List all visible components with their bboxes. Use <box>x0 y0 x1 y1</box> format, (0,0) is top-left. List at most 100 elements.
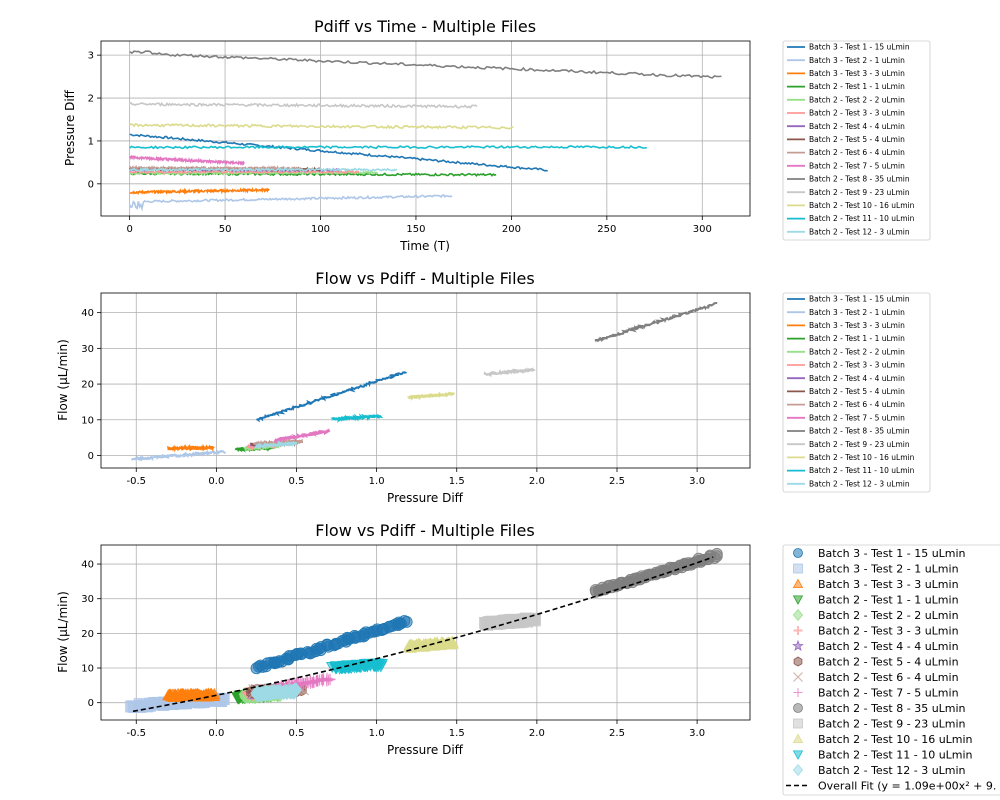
series-line <box>129 144 648 150</box>
legend-label: Batch 2 - Test 10 - 16 uLmin <box>809 201 915 210</box>
legend-label: Batch 2 - Test 9 - 23 uLmin <box>809 188 910 197</box>
x-tick-label: 50 <box>219 224 232 235</box>
series-line <box>128 193 453 212</box>
legend-swatch <box>792 750 804 760</box>
x-tick-label: 1.5 <box>449 476 465 487</box>
x-tick-label: 2.0 <box>529 476 545 487</box>
x-axis-label: Pressure Diff <box>387 743 464 757</box>
axis-ticks: -0.5 0.0 0.5 1.0 1.5 2.0 2.5 3.0 0 10 20 30 40 <box>81 560 705 739</box>
legend-label: Batch 2 - Test 6 - 4 uLmin <box>809 400 905 409</box>
y-tick-label: 10 <box>81 415 94 426</box>
series-line <box>273 428 331 443</box>
legend-label: Batch 2 - Test 5 - 4 uLmin <box>809 135 905 144</box>
legend-label: Batch 2 - Test 3 - 3 uLmin <box>809 361 905 370</box>
legend-label: Batch 2 - Test 6 - 4 uLmin <box>809 148 905 157</box>
legend-swatch <box>793 548 803 558</box>
y-tick-label: 2 <box>88 94 94 105</box>
legend-swatch <box>792 763 804 777</box>
series-line <box>330 413 384 424</box>
x-tick-label: 2.5 <box>609 728 625 739</box>
legend-label: Batch 2 - Test 8 - 35 uLmin <box>809 427 910 436</box>
x-tick-label: 2.5 <box>609 476 625 487</box>
data-point <box>400 615 413 628</box>
x-tick-label: 300 <box>693 224 712 235</box>
chart-title: Pdiff vs Time - Multiple Files <box>314 17 536 36</box>
series-line <box>129 186 270 196</box>
x-tick-label: 3.0 <box>689 728 705 739</box>
y-tick-label: 20 <box>81 380 94 391</box>
legend-label: Batch 2 - Test 11 - 10 uLmin <box>809 466 915 475</box>
y-axis-label: Flow (µL/min) <box>56 591 70 673</box>
legend-label: Batch 2 - Test 5 - 4 uLmin <box>818 656 959 669</box>
legend-label: Batch 3 - Test 1 - 15 uLmin <box>818 547 966 560</box>
legend-label: Batch 2 - Test 1 - 1 uLmin <box>809 82 905 91</box>
x-tick-label: 0 <box>126 224 132 235</box>
legend-swatch <box>792 595 804 605</box>
data-point <box>446 637 459 649</box>
legend: Batch 3 - Test 1 - 15 uLmin Batch 3 - Tes… <box>782 40 931 241</box>
legend-label: Overall Fit (y = 1.09e+00x² + 9. <box>818 780 996 793</box>
y-tick-label: 1 <box>88 136 94 147</box>
x-tick-label: 200 <box>502 224 521 235</box>
legend-label: Batch 2 - Test 4 - 4 uLmin <box>809 374 905 383</box>
legend-label: Batch 2 - Test 2 - 2 uLmin <box>809 347 905 356</box>
x-tick-label: -0.5 <box>126 476 146 487</box>
legend-swatch <box>792 608 804 622</box>
chart-flow-vs-pdiff-scatter: Flow vs Pdiff - Multiple Files -0.5 0.0 0.… <box>56 521 1000 796</box>
legend-swatch <box>792 639 804 651</box>
data-point <box>324 674 336 686</box>
series-line <box>254 440 298 451</box>
x-axis-label: Time (T) <box>399 239 450 253</box>
legend-swatch <box>793 563 803 574</box>
series-marks <box>131 302 718 462</box>
legend-label: Batch 2 - Test 5 - 4 uLmin <box>809 387 905 396</box>
legend-label: Batch 2 - Test 1 - 1 uLmin <box>809 334 905 343</box>
grid-lines <box>101 293 750 468</box>
legend-swatch <box>793 688 803 697</box>
series-line <box>255 371 408 423</box>
chart-title: Flow vs Pdiff - Multiple Files <box>315 521 534 540</box>
series-line <box>129 171 497 178</box>
y-tick-label: 3 <box>88 51 94 62</box>
legend-label: Batch 2 - Test 9 - 23 uLmin <box>809 440 910 449</box>
legend-label: Batch 3 - Test 2 - 1 uLmin <box>809 308 905 317</box>
legend-label: Batch 2 - Test 6 - 4 uLmin <box>818 671 959 684</box>
x-tick-label: 100 <box>311 224 330 235</box>
legend-label: Batch 3 - Test 2 - 1 uLmin <box>818 563 959 576</box>
x-tick-label: 1.5 <box>449 728 465 739</box>
legend-label: Batch 3 - Test 3 - 3 uLmin <box>818 578 959 591</box>
legend-label: Batch 2 - Test 10 - 16 uLmin <box>818 733 973 746</box>
legend-swatch <box>793 672 803 682</box>
y-tick-label: 30 <box>81 344 94 355</box>
legend-label: Batch 3 - Test 3 - 3 uLmin <box>809 321 905 330</box>
legend-label: Batch 2 - Test 8 - 35 uLmin <box>818 702 966 715</box>
legend-label: Batch 3 - Test 2 - 1 uLmin <box>809 56 905 65</box>
legend-frame <box>782 40 931 241</box>
axis-ticks: -0.5 0.0 0.5 1.0 1.5 2.0 2.5 3.0 0 10 20 30 40 <box>81 308 705 487</box>
legend-label: Batch 3 - Test 1 - 15 uLmin <box>809 43 910 52</box>
series-line <box>131 449 226 462</box>
series-line <box>129 50 722 79</box>
y-tick-label: 0 <box>88 451 94 462</box>
legend-swatch <box>792 578 804 588</box>
legend-label: Batch 2 - Test 9 - 23 uLmin <box>818 718 966 731</box>
y-tick-label: 40 <box>81 560 94 571</box>
y-axis-label: Flow (µL/min) <box>56 339 70 421</box>
x-tick-label: 1.0 <box>369 476 385 487</box>
y-tick-label: 0 <box>88 698 94 709</box>
legend-label: Batch 2 - Test 7 - 5 uLmin <box>809 161 905 170</box>
series-marks <box>125 548 723 713</box>
legend-label: Batch 2 - Test 1 - 1 uLmin <box>818 594 959 607</box>
legend-label: Batch 2 - Test 2 - 2 uLmin <box>809 95 905 104</box>
legend-label: Batch 2 - Test 3 - 3 uLmin <box>818 625 959 638</box>
series-line <box>129 133 548 172</box>
legend-label: Batch 2 - Test 10 - 16 uLmin <box>809 453 915 462</box>
legend-swatch <box>793 656 803 667</box>
legend-label: Batch 2 - Test 7 - 5 uLmin <box>809 413 905 422</box>
series-marks <box>128 50 722 212</box>
y-tick-label: 10 <box>81 664 94 675</box>
series-line <box>483 367 536 378</box>
x-tick-label: 0.0 <box>208 728 224 739</box>
plot-frame <box>100 544 751 721</box>
legend-label: Batch 2 - Test 3 - 3 uLmin <box>809 109 905 118</box>
